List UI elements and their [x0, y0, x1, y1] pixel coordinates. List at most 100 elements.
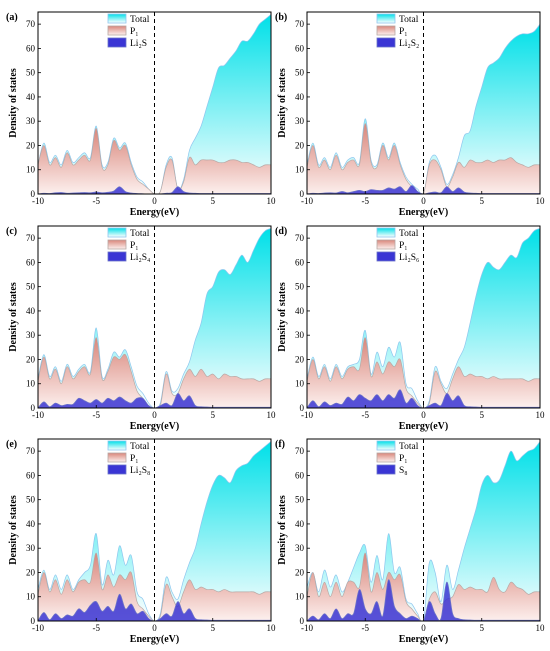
y-tick-label: 30 — [295, 330, 305, 340]
legend-swatch — [107, 239, 127, 250]
legend: Total P₁ Li₂S₆ — [376, 227, 419, 263]
y-tick-label: 20 — [26, 567, 36, 577]
legend-label: Li₂S₆ — [399, 253, 419, 263]
y-tick-label: 60 — [26, 257, 36, 267]
p-series-area — [38, 128, 271, 194]
x-tick-label: 5 — [211, 623, 216, 633]
y-tick-label: 20 — [295, 140, 305, 150]
legend: Total P₁ Li₂S — [107, 13, 150, 49]
y-tick-label: 20 — [26, 354, 36, 364]
chart-panel: -10 -5 0 5 10 0 10 20 30 40 50 60 70 Energy(eV) Densit… — [6, 225, 276, 432]
legend-label: P₁ — [399, 241, 408, 251]
legend-swatch — [107, 37, 127, 48]
y-tick-label: 60 — [295, 43, 305, 53]
x-tick-label: 10 — [267, 196, 277, 206]
legend-swatch — [376, 452, 396, 463]
x-tick-label: 10 — [536, 623, 546, 633]
x-axis-label: Energy(eV) — [399, 634, 448, 645]
s-series-line — [38, 593, 271, 621]
legend-label: P₁ — [130, 241, 139, 251]
legend-label: P₁ — [399, 27, 408, 37]
y-tick-label: 50 — [295, 282, 305, 292]
x-axis-label: Energy(eV) — [399, 207, 448, 218]
y-tick-label: 0 — [31, 403, 36, 413]
chart-panel: -10 -5 0 5 10 0 10 20 30 40 50 60 70 Energy(eV) Densit… — [6, 438, 276, 645]
x-tick-label: 0 — [152, 410, 157, 420]
x-tick-label: 0 — [152, 196, 157, 206]
chart-panel: -10 -5 0 5 10 0 10 20 30 40 50 60 70 Energy(eV) Densit… — [6, 11, 277, 218]
y-tick-label: 40 — [295, 519, 305, 529]
y-tick-label: 50 — [26, 68, 36, 78]
x-tick-label: 5 — [480, 196, 485, 206]
y-tick-label: 70 — [26, 446, 36, 456]
legend-swatch — [107, 440, 127, 451]
y-tick-label: 40 — [26, 92, 36, 102]
x-tick-label: 5 — [480, 623, 485, 633]
y-tick-label: 20 — [26, 140, 36, 150]
plot-area — [38, 228, 271, 408]
legend-swatch — [376, 227, 396, 238]
y-tick-label: 70 — [26, 233, 36, 243]
x-tick-label: 0 — [421, 410, 426, 420]
p-series-area — [38, 337, 271, 408]
y-tick-label: 50 — [295, 68, 305, 78]
p-series-line — [38, 552, 271, 621]
y-tick-label: 0 — [31, 616, 36, 626]
legend-swatch — [107, 25, 127, 36]
x-tick-label: -10 — [32, 623, 44, 633]
s-series-area — [38, 594, 271, 621]
legend-swatch — [376, 239, 396, 250]
y-axis-label: Density of states — [8, 282, 19, 352]
p-series-line — [307, 552, 540, 621]
y-tick-label: 20 — [295, 354, 305, 364]
s-series-area — [307, 579, 540, 621]
y-axis-label: Density of states — [277, 282, 288, 352]
y-tick-label: 60 — [26, 43, 36, 53]
panel-label: (f) — [275, 439, 285, 450]
y-tick-label: 50 — [26, 282, 36, 292]
legend-label: Li₂S — [130, 39, 147, 49]
y-tick-label: 60 — [295, 470, 305, 480]
y-axis-label: Density of states — [277, 495, 288, 565]
x-tick-label: 5 — [211, 196, 216, 206]
p-series-line — [38, 337, 271, 408]
x-tick-label: -10 — [301, 410, 313, 420]
x-tick-label: 10 — [536, 196, 546, 206]
panel-label: (a) — [6, 12, 18, 23]
x-tick-label: -10 — [301, 623, 313, 633]
legend-label: P₁ — [399, 454, 408, 464]
panel-label: (c) — [6, 226, 17, 237]
y-tick-label: 10 — [26, 379, 36, 389]
legend: Total P₁ Li₂S₄ — [107, 227, 150, 263]
y-tick-label: 30 — [26, 330, 36, 340]
s-series-line — [307, 579, 540, 621]
y-axis-label: Density of states — [8, 68, 19, 138]
x-tick-label: -10 — [301, 196, 313, 206]
panel-label: (e) — [6, 439, 17, 450]
chart-panel: -10 -5 0 5 10 0 10 20 30 40 50 60 70 Energy(eV) Densit… — [275, 225, 546, 432]
y-tick-label: 40 — [26, 306, 36, 316]
legend-swatch — [107, 227, 127, 238]
x-tick-label: -5 — [362, 410, 370, 420]
y-tick-label: 10 — [295, 592, 305, 602]
legend-label: P₁ — [130, 454, 139, 464]
total-series-line — [38, 14, 271, 194]
legend-label: Li₂S₄ — [130, 253, 150, 263]
y-tick-label: 10 — [295, 165, 305, 175]
p-series-line — [38, 128, 271, 194]
legend-label: Total — [399, 229, 419, 239]
x-tick-label: 10 — [536, 410, 546, 420]
p-series-line — [307, 123, 540, 194]
legend-label: Total — [130, 442, 150, 452]
x-axis-label: Energy(eV) — [130, 634, 179, 645]
s-series-area — [307, 389, 540, 408]
x-tick-label: -10 — [32, 196, 44, 206]
y-tick-label: 40 — [26, 519, 36, 529]
x-tick-label: 5 — [480, 410, 485, 420]
y-tick-label: 70 — [26, 19, 36, 29]
y-tick-label: 0 — [300, 616, 305, 626]
chart-panel: -10 -5 0 5 10 0 10 20 30 40 50 60 70 Energy(eV) Densit… — [275, 11, 546, 218]
y-tick-label: 60 — [295, 257, 305, 267]
total-series-line — [38, 228, 271, 408]
